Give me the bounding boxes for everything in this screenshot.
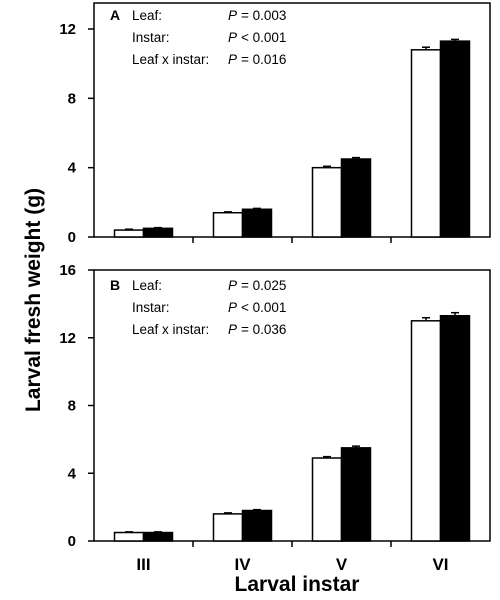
stat-p-symbol: P bbox=[228, 52, 237, 67]
x-category-label-iv: IV bbox=[234, 555, 251, 574]
stat-p-symbol: P bbox=[228, 300, 237, 315]
y-tick-label: 16 bbox=[59, 262, 76, 279]
y-tick-label: 0 bbox=[68, 533, 76, 550]
stat-value: = 0.016 bbox=[241, 52, 286, 67]
bar-filled-vi bbox=[439, 40, 471, 238]
stat-value: = 0.036 bbox=[241, 322, 286, 337]
y-tick-label: 12 bbox=[59, 21, 76, 38]
y-tick-label: 12 bbox=[59, 330, 76, 347]
bar-open-v bbox=[311, 457, 343, 542]
x-category-label-iii: III bbox=[136, 555, 150, 574]
bar-filled-iii bbox=[142, 227, 174, 238]
panel-b: 0 4 8 12 16 B Leaf: P = 0.025 Instar: P < 0.001 Leaf… bbox=[59, 262, 491, 550]
bar-filled-iii bbox=[142, 531, 174, 542]
stat-p-symbol: P bbox=[228, 322, 237, 337]
bar-filled-vi bbox=[439, 314, 471, 542]
stat-value: = 0.003 bbox=[241, 8, 286, 23]
y-tick-label: 4 bbox=[68, 160, 77, 177]
stat-p-symbol: P bbox=[228, 278, 237, 293]
panel-letter: A bbox=[110, 7, 120, 23]
stat-label: Instar: bbox=[132, 300, 170, 315]
x-category-label-v: V bbox=[336, 555, 348, 574]
x-axis-title: Larval instar bbox=[235, 573, 360, 596]
y-tick-label: 8 bbox=[68, 90, 76, 107]
bar-open-iv bbox=[212, 513, 244, 542]
stat-p-symbol: P bbox=[228, 8, 237, 23]
y-tick-label: 8 bbox=[68, 398, 76, 415]
stat-label: Leaf: bbox=[132, 278, 162, 293]
y-tick-label: 0 bbox=[68, 229, 76, 246]
stat-value: < 0.001 bbox=[241, 30, 286, 45]
panel-letter: B bbox=[110, 277, 120, 293]
bar-open-iii bbox=[113, 229, 145, 238]
stat-value: = 0.025 bbox=[241, 278, 286, 293]
bar-filled-v bbox=[340, 158, 372, 238]
bar-open-vi bbox=[410, 49, 442, 238]
bar-open-iv bbox=[212, 211, 244, 238]
x-category-label-vi: VI bbox=[432, 555, 448, 574]
bar-open-iii bbox=[113, 531, 145, 542]
stat-value: < 0.001 bbox=[241, 300, 286, 315]
stat-label: Leaf x instar: bbox=[132, 322, 209, 337]
stat-label: Leaf x instar: bbox=[132, 52, 209, 67]
y-axis-title: Larval fresh weight (g) bbox=[22, 188, 45, 412]
bar-filled-v bbox=[340, 447, 372, 542]
stat-label: Leaf: bbox=[132, 8, 162, 23]
y-tick-label: 4 bbox=[68, 465, 77, 482]
stat-p-symbol: P bbox=[228, 30, 237, 45]
bar-filled-iv bbox=[241, 208, 273, 238]
stat-label: Instar: bbox=[132, 30, 170, 45]
bar-filled-iv bbox=[241, 509, 273, 542]
panel-a: 0 4 8 12 A Leaf: P = 0.003 Instar: P < 0.001 Leaf x… bbox=[59, 2, 491, 246]
bar-open-v bbox=[311, 166, 343, 238]
bar-open-vi bbox=[410, 320, 442, 542]
